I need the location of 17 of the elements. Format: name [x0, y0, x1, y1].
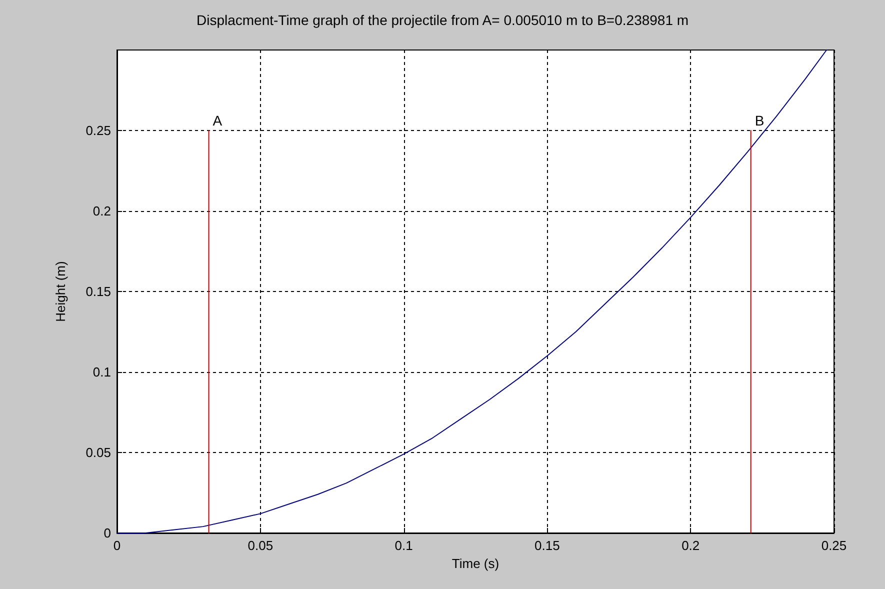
x-tick-label: 0: [113, 538, 121, 553]
x-tick-label: 0.1: [394, 538, 413, 553]
annotation: A: [212, 112, 223, 128]
y-tick-label: 0.25: [86, 123, 111, 138]
x-tick-label: 0.25: [821, 538, 847, 553]
y-tick-label: 0.05: [86, 445, 111, 460]
x-tick-label: 0.2: [682, 538, 700, 553]
x-tick-label: 0.05: [248, 538, 274, 553]
x-axis-title: Time (s): [452, 556, 500, 571]
y-tick-label: 0: [104, 526, 111, 540]
y-tick-label: 0.1: [92, 364, 111, 380]
chart-title: Displacment-Time graph of the projectile from A= 0.005010 m to B=0.238981 m: [196, 12, 689, 28]
y-tick-label: 0.2: [92, 204, 111, 218]
y-axis-title: Height (m): [53, 261, 68, 322]
annotation: B: [754, 112, 764, 128]
y-tick-label: 0.15: [86, 284, 111, 299]
x-tick-label: 0.15: [534, 538, 560, 553]
